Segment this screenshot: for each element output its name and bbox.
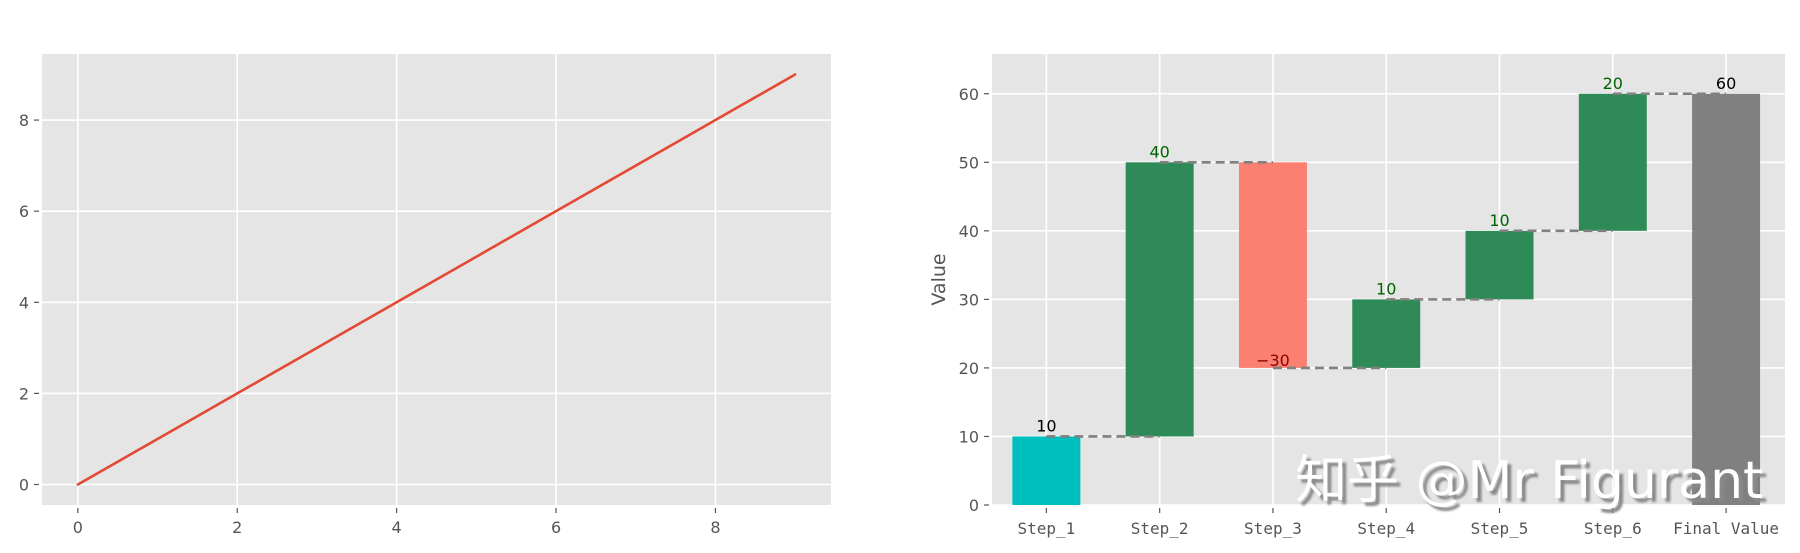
category-label: Step_4 xyxy=(1357,519,1415,538)
category-label: Step_3 xyxy=(1244,519,1302,538)
bar-step_2 xyxy=(1125,162,1194,437)
x-tick-label: 4 xyxy=(392,518,402,537)
bar-value-label: 40 xyxy=(1149,142,1169,161)
plot-area xyxy=(992,54,1785,505)
line-chart: 0 2 4 6 8 0 2 4 6 8 xyxy=(19,54,831,537)
bar-step_5 xyxy=(1465,230,1534,300)
y-tick-label: 20 xyxy=(959,359,979,378)
bar-value-label: 10 xyxy=(1376,279,1396,298)
y-tick-label: 0 xyxy=(969,496,979,515)
bar-value-label: 10 xyxy=(1036,416,1056,435)
y-tick-label: 4 xyxy=(19,293,29,312)
category-label: Step_6 xyxy=(1584,519,1642,538)
bar-value-label: −30 xyxy=(1256,351,1290,370)
data-line xyxy=(76,73,797,486)
y-tick-label: 40 xyxy=(959,222,979,241)
bar-value-label: 60 xyxy=(1716,74,1736,93)
y-tick-label: 30 xyxy=(959,290,979,309)
watermark: 知乎 @Mr Figurant xyxy=(1295,451,1764,511)
x-tick-label: 6 xyxy=(551,518,561,537)
bar-step_6 xyxy=(1578,93,1647,231)
bar-step_4 xyxy=(1352,299,1421,368)
bar-value-label: 20 xyxy=(1603,74,1623,93)
y-tick-label: 6 xyxy=(19,202,29,221)
bar-step_3 xyxy=(1238,162,1307,368)
category-label: Step_5 xyxy=(1471,519,1529,538)
y-axis-title: Value xyxy=(928,253,950,305)
category-label: Step_1 xyxy=(1017,519,1075,538)
y-tick-label: 2 xyxy=(19,384,29,403)
y-tick-label: 50 xyxy=(959,153,979,172)
y-tick-label: 0 xyxy=(19,476,29,495)
x-tick-label: 2 xyxy=(232,518,242,537)
y-tick-label: 60 xyxy=(959,85,979,104)
category-label: Final Value xyxy=(1673,519,1779,538)
bar-value-label: 10 xyxy=(1489,211,1509,230)
category-label: Step_2 xyxy=(1131,519,1189,538)
x-tick-label: 0 xyxy=(73,518,83,537)
x-tick-label: 8 xyxy=(710,518,720,537)
bar-final-value xyxy=(1692,93,1761,506)
y-tick-label: 10 xyxy=(959,427,979,446)
y-tick-label: 8 xyxy=(19,111,29,130)
bar-step_1 xyxy=(1012,436,1081,505)
